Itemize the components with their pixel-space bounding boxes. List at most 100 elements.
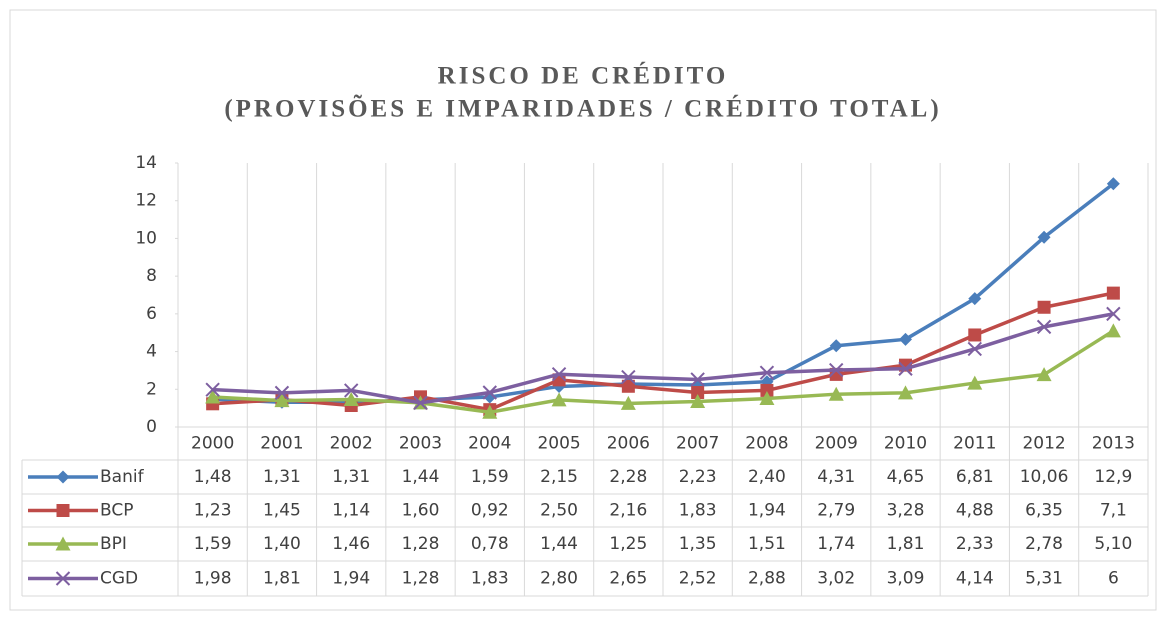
table-cell: 1,83 [679,501,717,521]
x-tick-label: 2007 [676,434,719,454]
data-point [551,392,567,407]
table-cell: 2,88 [748,569,786,589]
table-cell: 1,28 [402,534,440,554]
data-point [898,385,913,400]
table-cell: 1,28 [402,569,440,589]
table-cell: 1,98 [194,569,232,589]
table-cell: 1,40 [263,534,301,554]
y-tick-label: 12 [135,191,157,211]
series-line [212,182,1115,405]
legend-marker [56,504,70,517]
data-point [274,393,290,408]
table-cell: 1,48 [194,467,232,487]
table-cell: 1,83 [471,569,509,589]
table-cell: 1,59 [194,534,232,554]
data-point [621,379,635,393]
table-cell: 10,06 [1020,467,1069,487]
table-cell: 5,31 [1025,569,1063,589]
y-tick-label: 6 [146,304,157,324]
data-point [274,385,290,401]
data-point [621,369,636,385]
table-cell: 3,02 [817,569,855,589]
data-point [829,362,844,378]
data-point [413,395,428,411]
table-cell: 2,50 [540,501,578,521]
table-cell: 1,45 [263,501,301,521]
table-cell: 2,15 [540,467,578,487]
data-point [1037,230,1051,244]
table-cell: 1,74 [817,534,855,554]
data-point [691,385,705,399]
data-point [1036,319,1052,335]
data-point [898,361,913,376]
table-cell: 1,94 [332,569,370,589]
table-cell: 0,92 [471,501,509,521]
x-tick-label: 2006 [607,434,650,454]
data-point [690,394,706,409]
data-point [968,328,982,342]
table-cell: 1,44 [540,534,578,554]
series-line [212,329,1115,415]
chart-subtitle: (PROVISÕES E IMPARIDADES / CRÉDITO TOTAL… [224,94,941,123]
data-point [899,332,912,346]
table-cell: 12,9 [1094,467,1132,487]
table-cell: 1,51 [748,534,786,554]
table-cell: 1,44 [402,467,440,487]
legend-label: BPI [100,534,127,554]
table-cell: 2,23 [679,467,717,487]
data-point [551,366,567,382]
x-tick-label: 2001 [260,434,303,454]
x-tick-label: 2010 [884,434,927,454]
x-tick-label: 2008 [745,434,788,454]
table-cell: 4,14 [956,569,994,589]
table-cell: 3,28 [887,501,925,521]
table-cell: 6,81 [956,467,994,487]
data-point [1037,300,1051,314]
y-tick-label: 4 [146,342,157,362]
chart-border [9,9,1157,611]
legend-marker [55,571,71,586]
data-point [343,391,359,406]
table-cell: 7,1 [1100,501,1127,521]
data-point [968,292,982,306]
data-point [1106,286,1120,300]
x-tick-label: 2002 [330,434,373,454]
legend-label: Banif [100,467,145,487]
table-cell: 2,80 [540,569,578,589]
data-point [1106,306,1121,322]
y-tick-label: 2 [146,379,157,399]
data-point [205,389,221,404]
y-tick-label: 14 [135,153,157,173]
y-tick-label: 8 [146,266,157,286]
data-point [344,383,359,398]
table-cell: 1,31 [263,467,301,487]
legend-marker [55,536,71,551]
table-cell: 2,16 [609,501,647,521]
data-point [967,341,982,357]
data-point [760,383,774,397]
legend-label: BCP [100,501,134,521]
x-tick-label: 2013 [1092,434,1135,454]
chart-title: RISCO DE CRÉDITO [438,62,729,90]
table-cell: 2,78 [1025,534,1063,554]
table-cell: 2,28 [609,467,647,487]
x-tick-label: 2003 [399,434,442,454]
x-tick-label: 2004 [468,434,511,454]
table-cell: 1,59 [471,467,509,487]
x-tick-label: 2005 [537,434,580,454]
table-cell: 2,33 [956,534,994,554]
data-point [620,395,636,410]
table-cell: 4,88 [956,501,994,521]
table-cell: 0,78 [471,534,509,554]
table-cell: 3,09 [887,569,925,589]
table-cell: 2,65 [609,569,647,589]
table-cell: 1,60 [402,501,440,521]
data-point [205,382,220,397]
y-tick-label: 0 [146,417,157,437]
table-cell: 2,79 [817,501,855,521]
table-cell: 5,10 [1094,534,1132,554]
table-cell: 1,46 [332,534,370,554]
table-cell: 6,35 [1025,501,1063,521]
table-cell: 1,25 [609,534,647,554]
